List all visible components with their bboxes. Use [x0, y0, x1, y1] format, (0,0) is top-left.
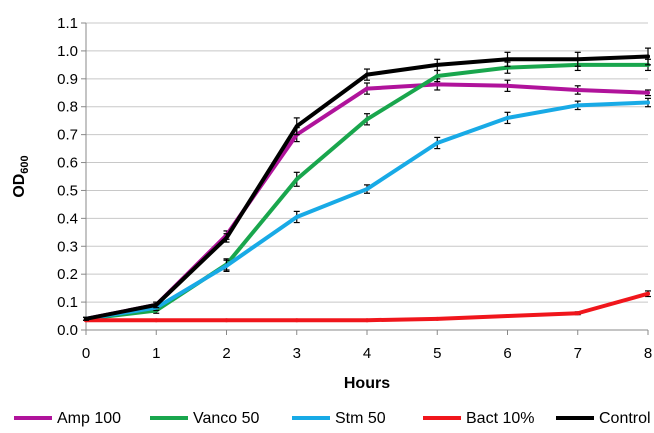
x-tick-labels: 0 1 2 3 4 5 6 7 8 — [82, 345, 652, 362]
data-point — [435, 74, 440, 79]
data-point — [646, 90, 650, 95]
legend-item-control: Control — [556, 410, 651, 427]
y-tick-label: 0.7 — [57, 127, 78, 144]
data-point — [365, 72, 369, 77]
y-tick-label: 1.0 — [57, 43, 78, 60]
data-point — [224, 318, 229, 323]
data-point — [365, 86, 369, 91]
y-tick-label: 0.1 — [57, 294, 78, 311]
y-tick-label: 0.6 — [57, 155, 78, 172]
data-point — [575, 57, 580, 62]
data-point — [646, 291, 650, 296]
y-tick-label: 0.8 — [57, 99, 78, 116]
data-point — [646, 100, 650, 105]
legend-label: Control — [599, 410, 651, 427]
data-point — [646, 54, 650, 59]
data-point — [294, 318, 299, 323]
x-tick-label: 0 — [82, 345, 90, 362]
y-tick-label: 0.4 — [57, 210, 78, 227]
legend-label: Amp 100 — [57, 410, 121, 427]
data-point — [435, 62, 440, 67]
x-axis-title: Hours — [344, 375, 390, 392]
data-point — [294, 177, 299, 182]
legend-item-vanco-50: Vanco 50 — [150, 410, 260, 427]
series-control — [83, 47, 651, 321]
y-tick-label: 1.1 — [57, 15, 78, 32]
series-layer — [83, 47, 651, 323]
x-tick-label: 2 — [222, 345, 230, 362]
x-tick-label: 7 — [574, 345, 582, 362]
data-point — [505, 115, 510, 120]
y-tick-labels: 0.0 0.1 0.2 0.3 0.4 0.5 0.6 0.7 0.8 0.9 1.0 1.1 — [57, 15, 78, 339]
data-point — [575, 87, 580, 92]
data-point — [365, 117, 369, 122]
x-tick-label: 6 — [503, 345, 511, 362]
data-point — [224, 263, 229, 268]
y-tick-label: 0.3 — [57, 238, 78, 255]
series-bact-10 — [84, 290, 651, 323]
gridlines — [81, 22, 649, 335]
data-point — [575, 103, 580, 108]
x-tick-label: 5 — [433, 345, 441, 362]
data-point — [365, 187, 369, 192]
legend-item-stm-50: Stm 50 — [292, 410, 386, 427]
y-tick-label: 0.0 — [57, 322, 78, 339]
legend-label: Stm 50 — [335, 410, 386, 427]
x-tick-label: 8 — [644, 345, 652, 362]
data-point — [575, 311, 580, 316]
data-point — [294, 214, 299, 219]
legend-label: Bact 10% — [466, 410, 534, 427]
data-point — [154, 302, 159, 307]
y-axis-title-main: OD — [11, 174, 28, 198]
data-point — [84, 316, 88, 321]
data-point — [505, 314, 510, 319]
data-point — [365, 318, 369, 323]
x-tick-label: 3 — [293, 345, 301, 362]
data-point — [435, 141, 440, 146]
y-tick-label: 0.2 — [57, 266, 78, 283]
data-point — [505, 57, 510, 62]
x-tick-label: 4 — [363, 345, 371, 362]
data-point — [154, 318, 159, 323]
data-point — [294, 124, 299, 129]
legend-item-amp-100: Amp 100 — [14, 410, 121, 427]
axes — [85, 23, 648, 331]
data-point — [224, 235, 229, 240]
x-tick-label: 1 — [152, 345, 160, 362]
y-tick-label: 0.9 — [57, 71, 78, 88]
legend-label: Vanco 50 — [193, 410, 260, 427]
data-point — [435, 82, 440, 87]
series-stm-50 — [83, 97, 651, 321]
data-point — [505, 83, 510, 88]
legend: Amp 100 Vanco 50 Stm 50 Bact 10% Control — [14, 410, 651, 427]
y-axis-title: OD600 — [11, 155, 31, 197]
y-tick-label: 0.5 — [57, 182, 78, 199]
data-point — [435, 316, 440, 321]
legend-item-bact-10: Bact 10% — [423, 410, 534, 427]
y-axis-title-sub: 600 — [19, 155, 31, 173]
